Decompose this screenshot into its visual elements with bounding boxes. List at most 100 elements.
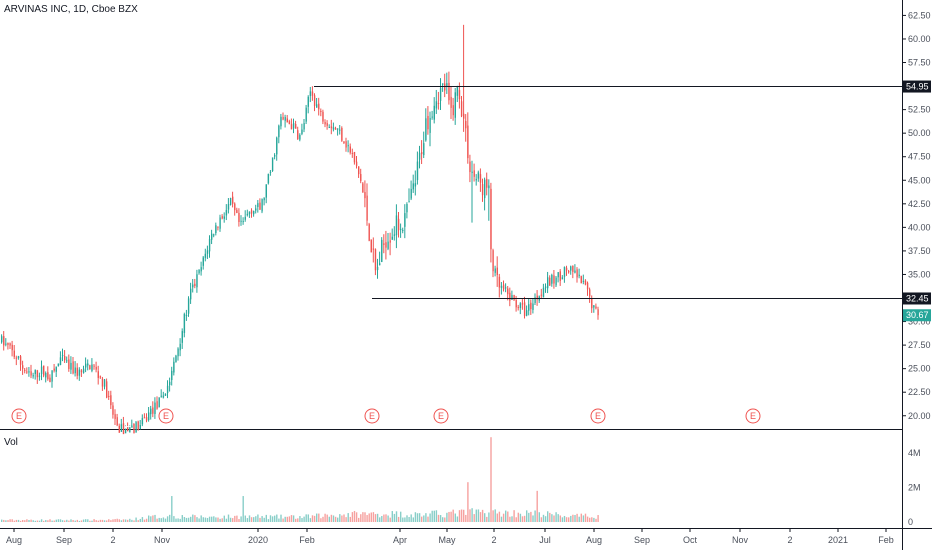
- candle-body: [135, 422, 137, 433]
- volume-bar: [318, 513, 320, 522]
- volume-bar: [221, 518, 223, 522]
- volume-bar: [244, 515, 246, 522]
- candle-body: [261, 199, 263, 212]
- volume-bar: [355, 512, 358, 522]
- candle-body: [299, 134, 301, 140]
- volume-bar: [586, 516, 589, 522]
- candle-body: [412, 183, 414, 190]
- volume-bar: [326, 514, 328, 522]
- candle-body: [139, 425, 141, 430]
- price-tick-label: 27.50: [908, 340, 931, 350]
- volume-bar: [494, 509, 496, 522]
- volume-bar: [484, 513, 486, 522]
- candle-body: [28, 371, 30, 373]
- volume-bar: [271, 516, 274, 522]
- volume-bar: [80, 520, 83, 522]
- candle-body: [141, 418, 144, 425]
- volume-bar: [274, 515, 276, 522]
- candle-body: [528, 304, 530, 311]
- volume-bar: [349, 516, 351, 522]
- volume-bar: [351, 512, 354, 522]
- candle-body: [93, 365, 95, 367]
- candle-body: [213, 234, 215, 236]
- volume-bar: [507, 511, 509, 522]
- volume-bar: [223, 515, 225, 522]
- candle-body: [143, 417, 146, 419]
- candle-body: [110, 395, 112, 406]
- volume-bar: [164, 518, 167, 522]
- candle-body: [591, 298, 593, 309]
- volume-bar: [448, 511, 450, 522]
- volume-bar: [286, 516, 288, 522]
- time-tick-label: 2: [787, 535, 792, 545]
- volume-bar: [463, 509, 465, 522]
- volume-bar: [536, 490, 538, 522]
- candle-body: [463, 113, 465, 119]
- volume-bar: [458, 510, 461, 522]
- volume-bar: [320, 518, 322, 522]
- volume-bar: [397, 516, 400, 522]
- candle-body: [175, 355, 177, 363]
- volume-bar: [465, 514, 467, 522]
- volume-bar: [547, 511, 549, 522]
- candle-body: [511, 295, 513, 300]
- candle-body: [269, 171, 272, 173]
- volume-bar: [253, 517, 255, 522]
- candle-body: [349, 146, 351, 153]
- volume-bar: [213, 516, 215, 522]
- volume-bar: [595, 518, 597, 522]
- candle-body: [559, 271, 561, 281]
- candle-body: [74, 367, 76, 374]
- volume-bar: [421, 516, 423, 522]
- price-tick-label: 22.50: [908, 387, 931, 397]
- volume-bar: [32, 520, 34, 522]
- volume-bar: [120, 520, 123, 522]
- price-tick-label: 52.50: [908, 105, 931, 115]
- candle-body: [481, 184, 484, 196]
- volume-bar: [313, 515, 316, 522]
- volume-bar: [43, 520, 45, 522]
- volume-bar: [51, 520, 53, 522]
- volume-bar: [269, 515, 272, 522]
- volume-bar: [236, 515, 238, 522]
- volume-bar: [9, 519, 11, 522]
- candle-body: [240, 220, 242, 222]
- candle-body: [122, 423, 125, 435]
- volume-bar: [511, 516, 513, 522]
- candle-body: [494, 268, 496, 273]
- candle-body: [301, 129, 303, 134]
- volume-bar: [425, 513, 427, 522]
- volume-bar: [179, 518, 181, 522]
- volume-bar: [55, 519, 57, 522]
- candle-body: [582, 280, 585, 282]
- candle-body: [544, 286, 547, 289]
- candle-body: [1, 336, 3, 343]
- volume-bar: [248, 515, 251, 522]
- volume-bar: [593, 517, 595, 522]
- volume-bar: [387, 515, 389, 522]
- volume-bar: [549, 512, 551, 522]
- candle-body: [358, 166, 360, 175]
- candle-body: [120, 424, 123, 432]
- volume-bar: [435, 510, 438, 522]
- candle-body: [148, 412, 150, 421]
- candle-body: [416, 161, 419, 181]
- candle-body: [418, 152, 421, 160]
- candle-body: [24, 369, 26, 371]
- volume-bar: [124, 519, 127, 522]
- volume-bar: [276, 514, 278, 522]
- candle-body: [72, 361, 74, 374]
- volume-tick-label: 4M: [908, 448, 921, 458]
- volume-bar: [278, 518, 280, 522]
- candle-body: [318, 103, 320, 110]
- volume-bar: [505, 510, 507, 522]
- candle-body: [584, 280, 587, 285]
- candle-body: [57, 363, 60, 366]
- time-tick-label: Oct: [683, 535, 698, 545]
- volume-bar: [280, 514, 282, 522]
- candle-body: [259, 202, 261, 210]
- volume-bar: [198, 518, 200, 522]
- volume-bar: [148, 515, 150, 522]
- candle-body: [202, 257, 204, 266]
